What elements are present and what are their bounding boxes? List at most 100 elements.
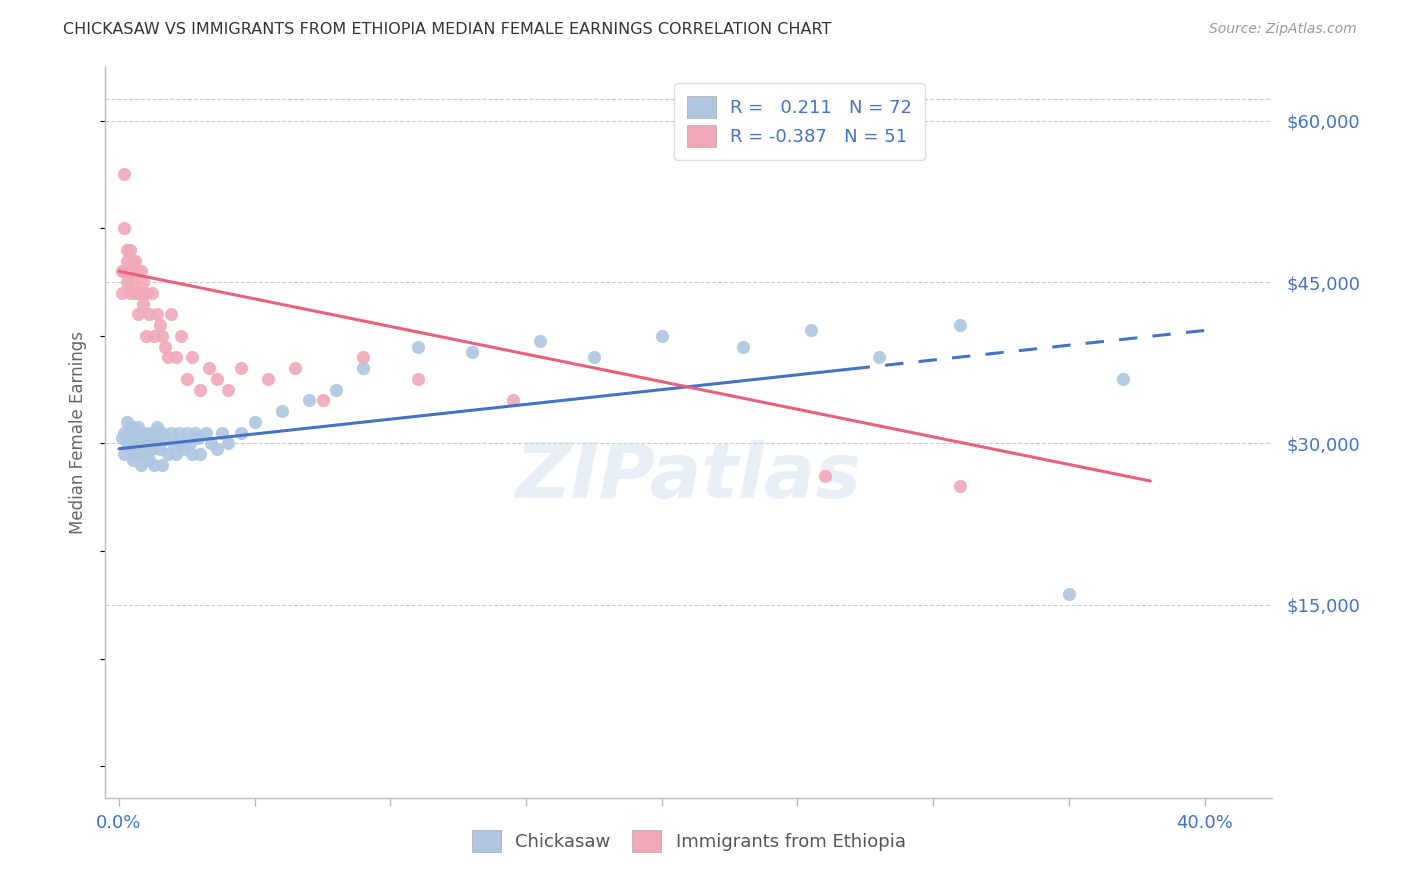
Point: [298, 393, 321, 408]
Text: ZIPatlas: ZIPatlas: [516, 440, 862, 514]
Point: [217, 383, 239, 397]
Point: [197, 361, 219, 376]
Point: [800, 323, 823, 337]
Point: [179, 436, 201, 450]
Point: [406, 340, 429, 354]
Point: [129, 285, 152, 300]
Point: [461, 345, 484, 359]
Point: [181, 351, 204, 365]
Point: [311, 393, 333, 408]
Point: [257, 372, 280, 386]
Point: [121, 264, 143, 278]
Point: [146, 307, 169, 321]
Point: [132, 275, 155, 289]
Text: CHICKASAW VS IMMIGRANTS FROM ETHIOPIA MEDIAN FEMALE EARNINGS CORRELATION CHART: CHICKASAW VS IMMIGRANTS FROM ETHIOPIA ME…: [63, 22, 831, 37]
Point: [121, 436, 143, 450]
Point: [115, 436, 138, 450]
Point: [152, 328, 174, 343]
Point: [1112, 372, 1135, 386]
Point: [211, 425, 233, 440]
Point: [270, 404, 292, 418]
Point: [143, 328, 166, 343]
Point: [733, 340, 755, 354]
Point: [115, 415, 138, 429]
Point: [146, 420, 169, 434]
Point: [138, 307, 160, 321]
Point: [146, 436, 169, 450]
Point: [153, 340, 176, 354]
Point: [190, 383, 212, 397]
Point: [194, 425, 217, 440]
Point: [205, 372, 228, 386]
Point: [138, 452, 160, 467]
Point: [176, 425, 198, 440]
Point: [167, 425, 190, 440]
Point: [118, 442, 141, 456]
Point: [129, 425, 152, 440]
Point: [170, 436, 193, 450]
Y-axis label: Median Female Earnings: Median Female Earnings: [69, 331, 87, 534]
Point: [159, 307, 181, 321]
Point: [129, 458, 152, 472]
Point: [1057, 587, 1080, 601]
Point: [406, 372, 429, 386]
Text: Source: ZipAtlas.com: Source: ZipAtlas.com: [1209, 22, 1357, 37]
Point: [143, 425, 166, 440]
Point: [118, 264, 141, 278]
Point: [141, 436, 163, 450]
Point: [149, 318, 172, 332]
Point: [949, 479, 972, 493]
Legend: Chickasaw, Immigrants from Ethiopia: Chickasaw, Immigrants from Ethiopia: [465, 822, 912, 859]
Point: [143, 458, 166, 472]
Point: [132, 296, 155, 310]
Point: [141, 285, 163, 300]
Point: [184, 425, 207, 440]
Point: [121, 452, 143, 467]
Point: [141, 442, 163, 456]
Point: [243, 415, 266, 429]
Point: [124, 285, 146, 300]
Point: [135, 285, 157, 300]
Point: [115, 275, 138, 289]
Point: [165, 447, 187, 461]
Point: [111, 264, 134, 278]
Point: [190, 447, 212, 461]
Point: [115, 243, 138, 257]
Point: [129, 264, 152, 278]
Point: [132, 425, 155, 440]
Point: [121, 253, 143, 268]
Point: [152, 425, 174, 440]
Point: [582, 351, 605, 365]
Point: [129, 442, 152, 456]
Point: [121, 275, 143, 289]
Point: [217, 436, 239, 450]
Point: [135, 328, 157, 343]
Point: [187, 431, 209, 445]
Point: [651, 328, 673, 343]
Point: [284, 361, 307, 376]
Point: [135, 431, 157, 445]
Point: [159, 425, 181, 440]
Point: [162, 436, 184, 450]
Point: [502, 393, 524, 408]
Point: [124, 253, 146, 268]
Point: [118, 243, 141, 257]
Point: [153, 431, 176, 445]
Point: [127, 307, 149, 321]
Point: [135, 447, 157, 461]
Point: [149, 442, 172, 456]
Point: [124, 425, 146, 440]
Point: [173, 442, 195, 456]
Point: [127, 264, 149, 278]
Point: [124, 447, 146, 461]
Point: [127, 285, 149, 300]
Point: [814, 468, 837, 483]
Point: [111, 431, 134, 445]
Point: [149, 436, 172, 450]
Point: [114, 447, 136, 461]
Point: [124, 431, 146, 445]
Point: [529, 334, 551, 349]
Point: [127, 420, 149, 434]
Point: [868, 351, 890, 365]
Point: [114, 425, 136, 440]
